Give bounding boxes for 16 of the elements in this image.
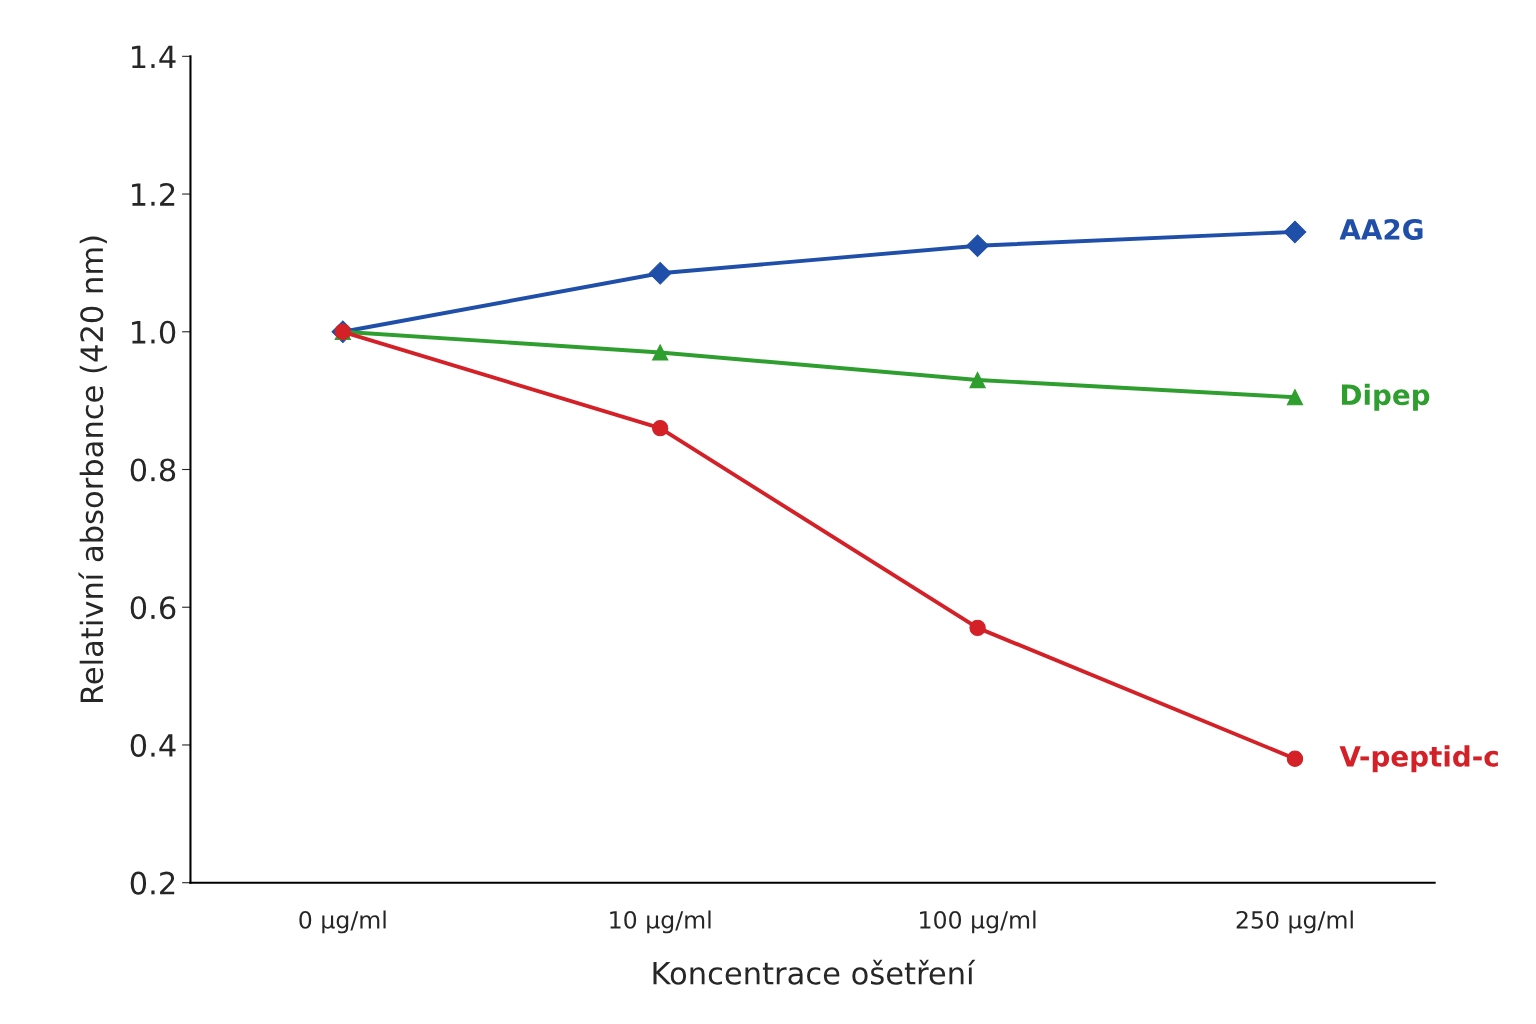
x-tick-label: 100 µg/ml [920, 910, 1036, 934]
series-label: Dipep [1341, 383, 1430, 411]
y-tick-label: 1.4 [132, 45, 176, 68]
y-tick-label: 0.2 [130, 871, 175, 895]
y-tick-label: 0.4 [130, 733, 176, 757]
y-tick-label: 0.6 [130, 596, 176, 620]
x-axis-title: Koncentrace ošetření [653, 959, 976, 985]
x-tick-label: 0 µg/ml [299, 910, 386, 934]
y-tick-label: 0.8 [130, 458, 176, 482]
y-tick-label: 1.0 [132, 320, 176, 344]
x-tick-label: 250 µg/ml [1236, 910, 1353, 934]
series-label: V-peptid-c [1339, 745, 1498, 773]
x-tick-label: 10 µg/ml [610, 910, 711, 934]
series-label: AA2G [1339, 218, 1423, 240]
y-axis-title: Relativní absorbance (420 nm) [78, 236, 107, 703]
y-tick-label: 1.2 [132, 182, 175, 206]
